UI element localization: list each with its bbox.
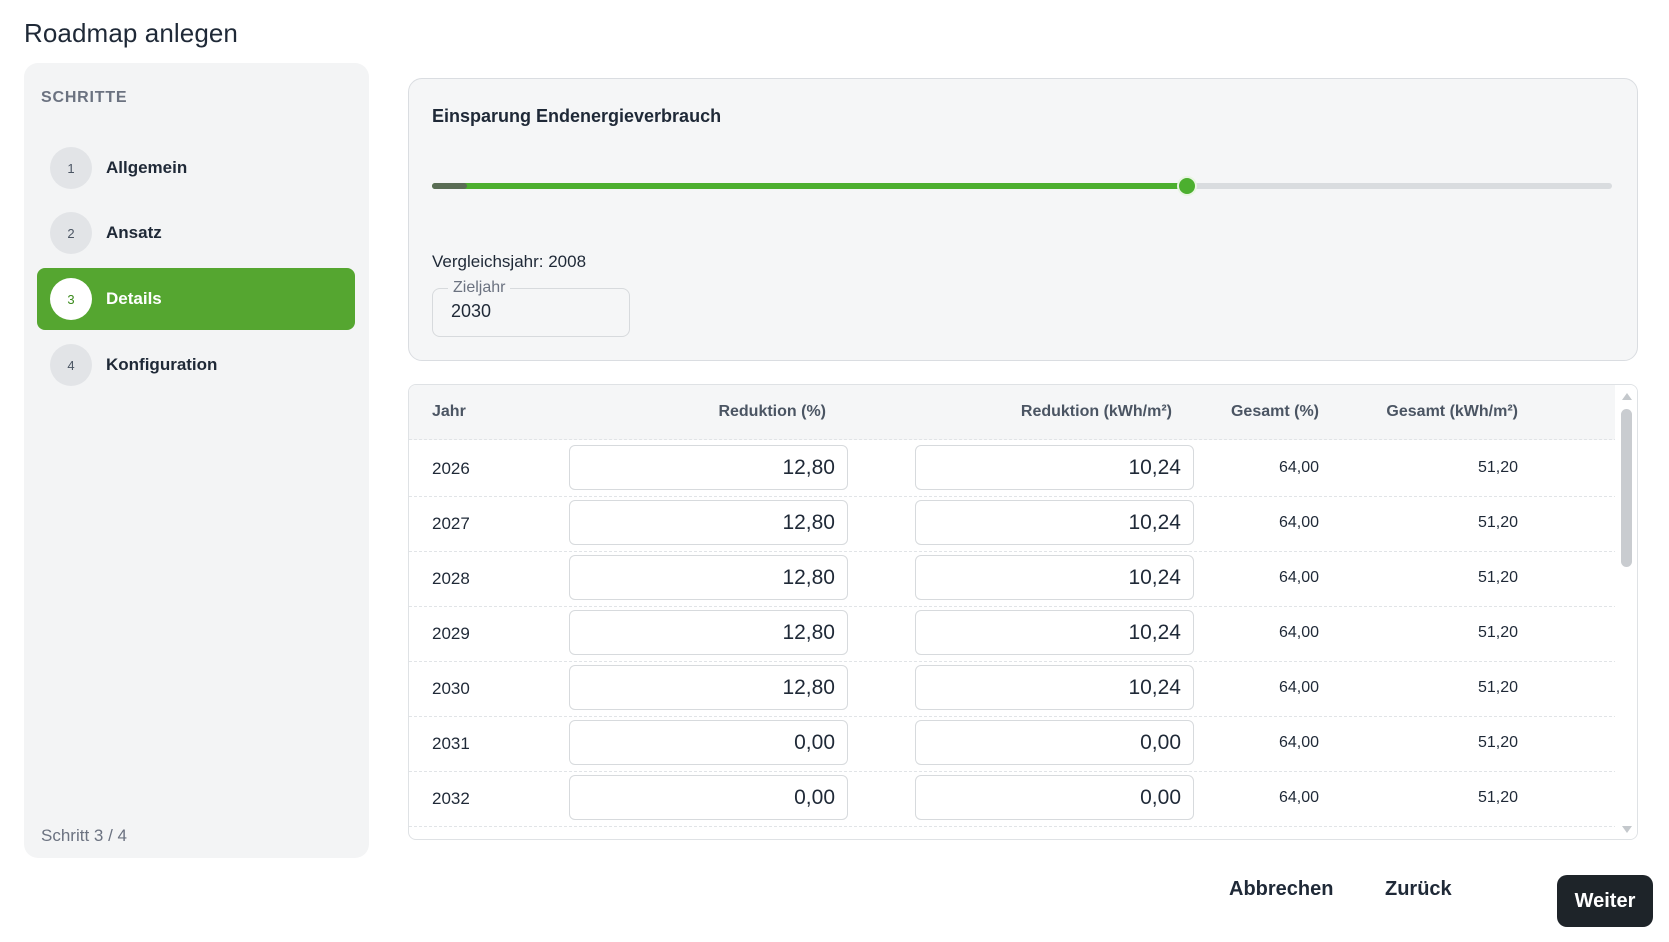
cell-gesamt-pct: 64,00 [1278,514,1319,531]
reduktion-pct-input[interactable]: 12,80 [569,445,848,490]
reduktion-kwh-input[interactable]: 0,00 [915,720,1194,765]
reduktion-kwh-input[interactable]: 10,24 [915,555,1194,600]
reduktion-kwh-input[interactable]: 10,24 [915,445,1194,490]
step-details[interactable]: 3 Details [37,268,355,330]
table-row: 2027 12,80 10,24 64,00 51,20 [409,495,1617,552]
table-row: 2032 0,00 0,00 64,00 51,20 [409,770,1617,827]
table-row: 2028 12,80 10,24 64,00 51,20 [409,550,1617,607]
steps-sidebar: SCHRITTE 1 Allgemein 2 Ansatz 3 Details … [24,63,369,858]
step-number: 3 [50,278,92,320]
step-label: Konfiguration [106,355,218,374]
cell-jahr: 2027 [432,514,470,533]
reduktion-kwh-input[interactable]: 10,24 [915,665,1194,710]
slider-fill [432,183,1188,189]
table-row: 2031 0,00 0,00 64,00 51,20 [409,715,1617,772]
step-ansatz[interactable]: 2 Ansatz [37,202,355,264]
table-row: 2026 12,80 10,24 64,00 51,20 [409,440,1617,497]
cell-gesamt-pct: 64,00 [1278,734,1319,751]
step-label: Details [106,289,162,308]
target-year-field[interactable]: Zieljahr 2030 [432,279,630,337]
cell-gesamt-kwh: 51,20 [1477,789,1518,806]
cell-jahr: 2026 [432,459,470,478]
step-number: 2 [50,212,92,254]
cell-jahr: 2029 [432,624,470,643]
reduktion-pct-input[interactable]: 12,80 [569,610,848,655]
table-row: 2030 12,80 10,24 64,00 51,20 [409,660,1617,717]
reduktion-pct-input[interactable]: 12,80 [569,665,848,710]
reduktion-pct-input[interactable]: 0,00 [569,720,848,765]
cell-jahr: 2030 [432,679,470,698]
cell-gesamt-pct: 64,00 [1278,569,1319,586]
comparison-year: Vergleichsjahr: 2008 [432,252,587,271]
sidebar-heading: SCHRITTE [41,89,128,106]
scroll-up-arrow-icon[interactable] [1622,393,1632,400]
reduktion-pct-input[interactable]: 0,00 [569,775,848,820]
step-label: Allgemein [106,158,188,177]
target-year-value: 2030 [451,301,492,321]
header-reduktion-pct: Reduktion (%) [718,403,826,420]
panel-title: Einsparung Endenergieverbrauch [432,106,722,126]
savings-slider[interactable] [432,176,1612,196]
step-konfiguration[interactable]: 4 Konfiguration [37,334,355,396]
step-label: Ansatz [106,223,162,242]
slider-thumb[interactable] [1177,176,1198,196]
next-button[interactable]: Weiter [1557,875,1653,927]
cell-gesamt-kwh: 51,20 [1477,459,1518,476]
cell-gesamt-pct: 64,00 [1278,459,1319,476]
cell-jahr: 2031 [432,734,470,753]
slider-base-segment [432,183,468,189]
reduktion-kwh-input[interactable]: 0,00 [915,775,1194,820]
cell-jahr: 2028 [432,569,470,588]
table-header: Jahr Reduktion (%) Reduktion (kWh/m²) Ge… [409,385,1617,440]
page-title: Roadmap anlegen [24,18,238,48]
header-reduktion-kwh: Reduktion (kWh/m²) [1020,403,1172,420]
table-scrollbar[interactable] [1615,385,1637,839]
cell-gesamt-kwh: 51,20 [1477,734,1518,751]
savings-panel: Einsparung Endenergieverbrauch Vergleich… [408,78,1638,361]
reduktion-pct-input[interactable]: 12,80 [569,500,848,545]
cell-gesamt-kwh: 51,20 [1477,679,1518,696]
reduktion-pct-input[interactable]: 12,80 [569,555,848,600]
header-gesamt-pct: Gesamt (%) [1230,403,1319,420]
cell-jahr: 2032 [432,789,470,808]
cell-gesamt-pct: 64,00 [1278,624,1319,641]
reduktion-kwh-input[interactable]: 10,24 [915,500,1194,545]
reduction-table: Jahr Reduktion (%) Reduktion (kWh/m²) Ge… [408,384,1638,840]
step-allgemein[interactable]: 1 Allgemein [37,137,355,199]
cell-gesamt-pct: 64,00 [1278,679,1319,696]
cell-gesamt-kwh: 51,20 [1477,624,1518,641]
cancel-button[interactable]: Abbrechen [1229,878,1334,900]
reduktion-kwh-input[interactable]: 10,24 [915,610,1194,655]
step-number: 1 [50,147,92,189]
step-progress-text: Schritt 3 / 4 [41,826,127,845]
target-year-label: Zieljahr [448,279,511,297]
scroll-thumb[interactable] [1621,409,1632,567]
step-number: 4 [50,344,92,386]
table-row: 2029 12,80 10,24 64,00 51,20 [409,605,1617,662]
header-gesamt-kwh: Gesamt (kWh/m²) [1386,403,1518,420]
scroll-down-arrow-icon[interactable] [1622,826,1632,833]
cell-gesamt-kwh: 51,20 [1477,569,1518,586]
cell-gesamt-kwh: 51,20 [1477,514,1518,531]
back-button[interactable]: Zurück [1385,878,1452,900]
cell-gesamt-pct: 64,00 [1278,789,1319,806]
header-jahr: Jahr [432,403,466,420]
